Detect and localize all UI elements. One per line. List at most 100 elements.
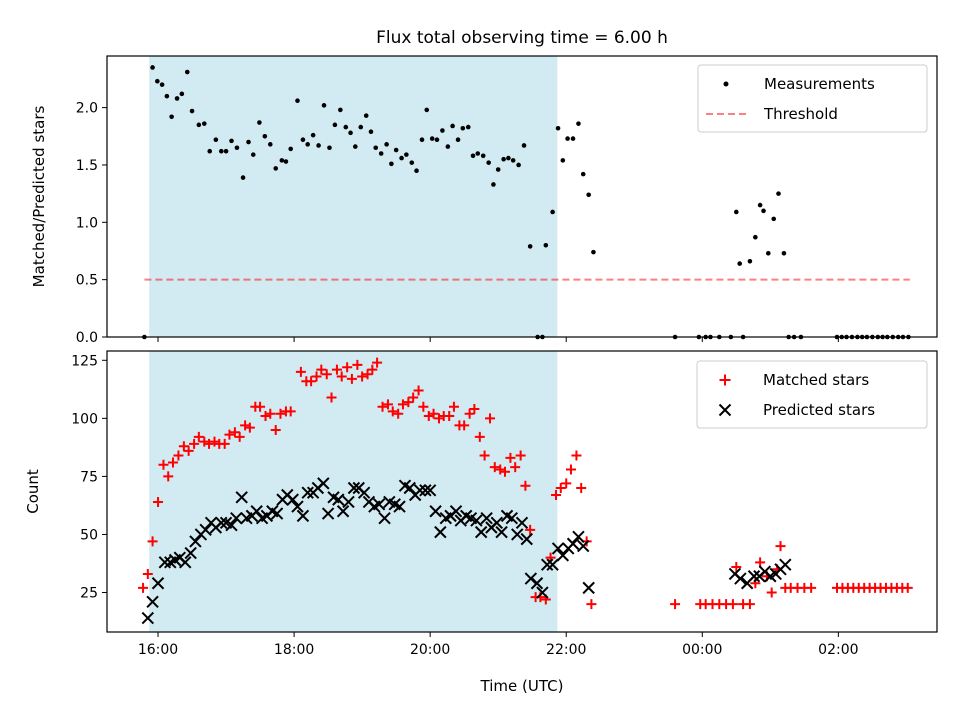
- data-point: [576, 483, 587, 494]
- data-point: [515, 450, 526, 461]
- data-point: [295, 366, 306, 377]
- data-point: [470, 514, 483, 527]
- data-point: [434, 525, 447, 539]
- data-point: [346, 373, 357, 384]
- data-point: [409, 160, 415, 165]
- data-point: [734, 572, 747, 585]
- data-point: [240, 420, 251, 431]
- data-point: [326, 392, 337, 403]
- data-point: [270, 507, 284, 520]
- data-point: [429, 505, 442, 518]
- data-point: [150, 65, 155, 70]
- data-point: [295, 98, 300, 104]
- legend-label: Matched stars: [763, 371, 869, 389]
- data-point: [158, 459, 169, 470]
- data-point: [235, 491, 248, 504]
- data-point: [408, 392, 419, 403]
- data-point: [580, 171, 586, 177]
- data-point: [225, 518, 238, 532]
- x-tick-label: 20:00: [410, 642, 450, 658]
- y-tick-label: 0.5: [76, 273, 98, 289]
- data-point: [440, 128, 445, 133]
- data-point: [460, 125, 466, 131]
- data-point: [158, 556, 172, 569]
- data-point: [418, 401, 429, 412]
- data-point: [204, 438, 215, 449]
- data-point: [183, 445, 194, 456]
- data-point: [565, 464, 576, 475]
- data-point: [465, 124, 471, 130]
- data-point: [279, 158, 285, 163]
- data-point: [189, 438, 200, 449]
- legend-marker: [718, 403, 732, 417]
- data-point: [757, 202, 763, 208]
- data-point: [474, 431, 485, 442]
- data-point: [470, 153, 476, 159]
- y-tick-label: 1.0: [76, 215, 98, 231]
- data-point: [179, 556, 192, 569]
- data-point: [516, 162, 521, 168]
- data-point: [582, 581, 595, 595]
- data-point: [403, 481, 416, 495]
- data-point: [348, 130, 353, 136]
- data-point: [747, 570, 761, 583]
- data-point: [434, 413, 444, 424]
- data-point: [207, 148, 213, 154]
- data-point: [753, 234, 758, 240]
- data-point: [520, 480, 531, 491]
- data-point: [167, 457, 178, 468]
- data-point: [485, 413, 496, 424]
- data-point: [399, 155, 404, 161]
- data-point: [362, 369, 373, 380]
- data-point: [215, 516, 228, 530]
- data-point: [806, 582, 817, 593]
- data-point: [250, 505, 263, 518]
- data-point: [525, 524, 536, 535]
- legend-marker: [719, 374, 731, 386]
- data-point: [378, 151, 384, 156]
- data-point: [246, 139, 251, 145]
- data-point: [527, 244, 533, 249]
- data-point: [184, 69, 190, 75]
- data-point: [464, 408, 475, 419]
- x-tick-label: 22:00: [546, 642, 586, 658]
- data-point: [384, 142, 389, 147]
- x-axis-label: Time (UTC): [480, 677, 564, 695]
- data-point: [570, 136, 576, 141]
- data-point: [490, 516, 504, 530]
- data-point: [343, 124, 349, 130]
- data-point: [444, 411, 455, 422]
- data-point: [486, 160, 491, 165]
- data-point: [505, 511, 519, 525]
- legend-box: [696, 360, 928, 429]
- series-predicted-stars: [141, 477, 792, 625]
- data-point: [229, 138, 234, 144]
- data-point: [367, 364, 378, 375]
- data-point: [423, 411, 434, 422]
- data-point: [511, 528, 524, 541]
- data-point: [288, 146, 293, 152]
- data-point: [510, 158, 516, 163]
- data-point: [551, 489, 562, 500]
- data-point: [357, 371, 368, 382]
- data-point: [159, 82, 165, 87]
- data-point: [727, 599, 738, 610]
- legend-marker: [723, 81, 729, 87]
- data-point: [515, 516, 529, 530]
- data-point: [199, 436, 210, 447]
- data-point: [286, 493, 299, 506]
- data-point: [155, 78, 160, 84]
- data-point: [213, 137, 219, 143]
- data-point: [737, 261, 743, 266]
- data-point: [147, 536, 158, 547]
- data-point: [480, 153, 486, 159]
- data-point: [189, 108, 195, 114]
- data-point: [267, 142, 273, 147]
- data-point: [459, 420, 470, 431]
- data-point: [378, 511, 391, 525]
- data-point: [283, 159, 289, 164]
- data-point: [506, 155, 511, 161]
- data-point: [301, 486, 314, 499]
- data-point: [174, 96, 180, 101]
